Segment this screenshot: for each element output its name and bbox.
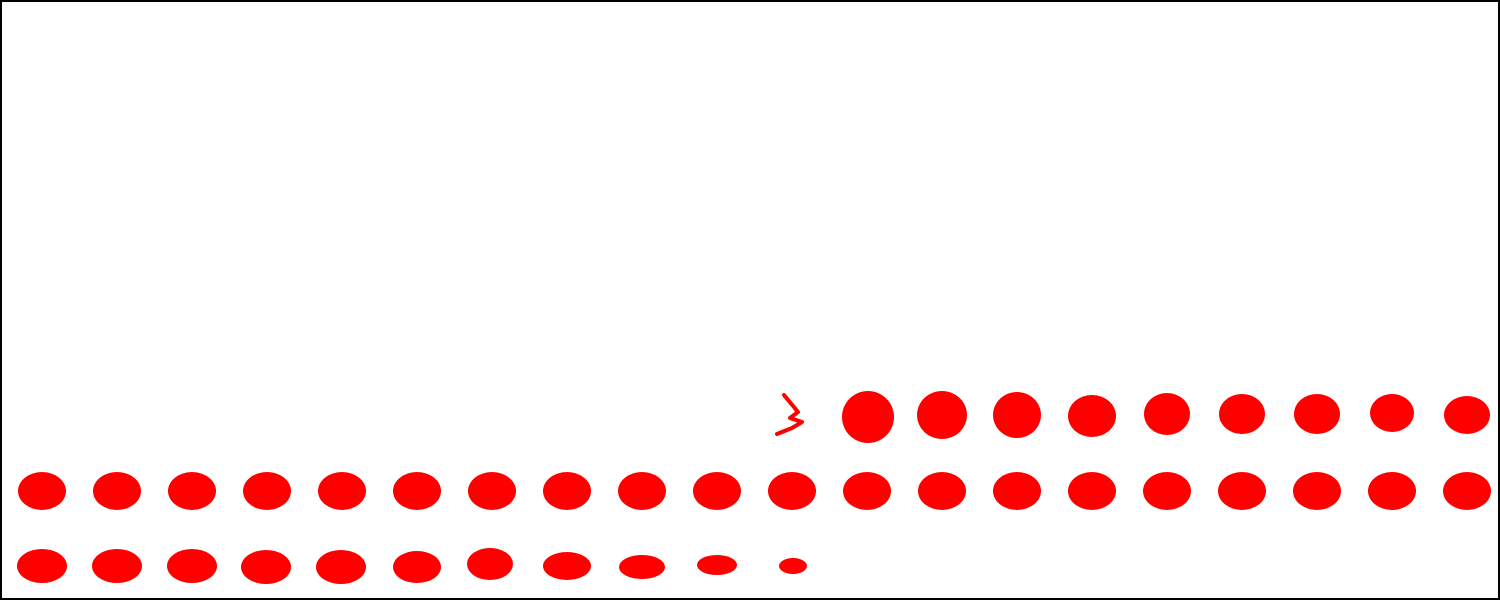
row1-dot-2 — [917, 391, 967, 439]
row3-dot-5 — [316, 550, 366, 584]
row3-dot-10 — [697, 555, 737, 575]
row2-dot-3 — [168, 472, 216, 510]
row2-dot-16 — [1143, 472, 1191, 510]
row2-dot-6 — [393, 472, 441, 510]
row2-dot-8 — [543, 472, 591, 510]
row1-dot-3 — [993, 392, 1041, 438]
row3-dot-7 — [467, 548, 513, 580]
row1-dot-9 — [1444, 396, 1490, 434]
row3-dot-3 — [167, 549, 217, 583]
row2-dot-19 — [1368, 472, 1416, 510]
row2-dot-4 — [243, 472, 291, 510]
row3-dot-2 — [92, 549, 142, 583]
row3-dot-11 — [779, 558, 807, 574]
row2-dot-18 — [1293, 472, 1341, 510]
row3-dot-8 — [543, 552, 591, 580]
row2-dot-2 — [93, 472, 141, 510]
row1-dot-6 — [1219, 394, 1265, 434]
row2-dot-17 — [1218, 472, 1266, 510]
chevron-icon — [777, 395, 802, 434]
row1-dot-7 — [1294, 394, 1340, 434]
row2-dot-7 — [468, 472, 516, 510]
row2-dot-11 — [768, 472, 816, 510]
row2-dot-1 — [18, 472, 66, 510]
row3-dot-6 — [393, 551, 441, 583]
row3-dot-4 — [241, 550, 291, 584]
row3-dot-9 — [619, 555, 665, 579]
row2-dot-12 — [843, 472, 891, 510]
row2-dot-5 — [318, 472, 366, 510]
row3-dot-1 — [17, 549, 67, 583]
row2-dot-20 — [1443, 472, 1491, 510]
row1-dot-5 — [1144, 393, 1190, 435]
row2-dot-10 — [693, 472, 741, 510]
row2-dot-14 — [993, 472, 1041, 510]
row2-dot-9 — [618, 472, 666, 510]
row1-dot-4 — [1068, 395, 1116, 437]
row1-dot-1 — [842, 391, 894, 443]
row2-dot-15 — [1068, 472, 1116, 510]
row2-dot-13 — [918, 472, 966, 510]
row1-dot-8 — [1370, 394, 1414, 432]
